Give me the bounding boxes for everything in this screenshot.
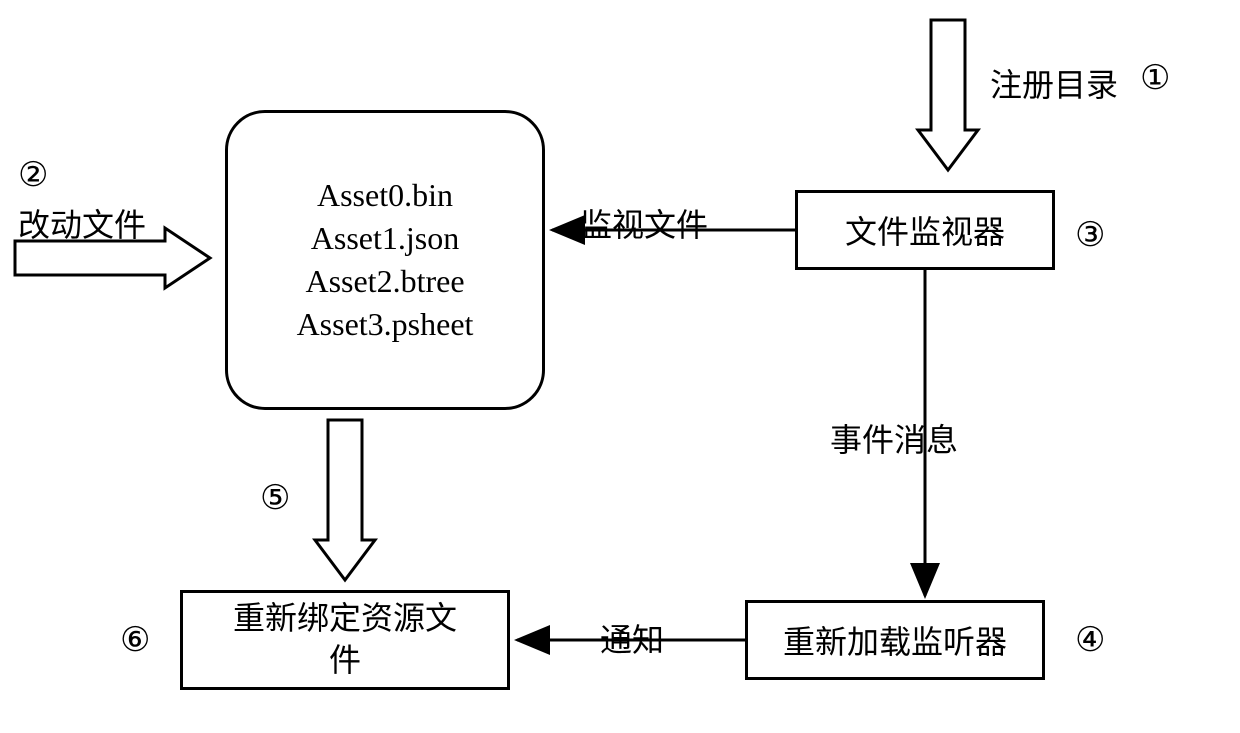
event-msg-label: 事件消息 xyxy=(830,415,958,461)
modify-file-label: 改动文件 xyxy=(18,200,146,246)
rebind-label: 重新绑定资源文 件 xyxy=(233,598,457,681)
listener-box: 重新加载监听器 xyxy=(745,600,1045,680)
circled-3: ③ xyxy=(1075,215,1105,255)
asset-line: Asset2.btree xyxy=(297,260,474,303)
notify-label: 通知 xyxy=(600,615,664,661)
monitor-label: 文件监视器 xyxy=(845,207,1005,253)
diagram-canvas: Asset0.bin Asset1.json Asset2.btree Asse… xyxy=(0,0,1240,733)
watch-file-label: 监视文件 xyxy=(580,200,708,246)
rebind-arrow xyxy=(315,420,375,580)
monitor-box: 文件监视器 xyxy=(795,190,1055,270)
circled-4: ④ xyxy=(1075,620,1105,660)
listener-label: 重新加载监听器 xyxy=(783,617,1007,663)
asset-line: Asset0.bin xyxy=(297,174,474,217)
asset-line: Asset1.json xyxy=(297,217,474,260)
circled-1: ① xyxy=(1140,58,1170,98)
register-arrow xyxy=(918,20,978,170)
circled-2: ② xyxy=(18,155,48,195)
rebind-box: 重新绑定资源文 件 xyxy=(180,590,510,690)
assets-list: Asset0.bin Asset1.json Asset2.btree Asse… xyxy=(297,174,474,347)
circled-6: ⑥ xyxy=(120,620,150,660)
assets-box: Asset0.bin Asset1.json Asset2.btree Asse… xyxy=(225,110,545,410)
asset-line: Asset3.psheet xyxy=(297,303,474,346)
circled-5: ⑤ xyxy=(260,478,290,518)
register-dir-label: 注册目录 xyxy=(990,60,1118,106)
